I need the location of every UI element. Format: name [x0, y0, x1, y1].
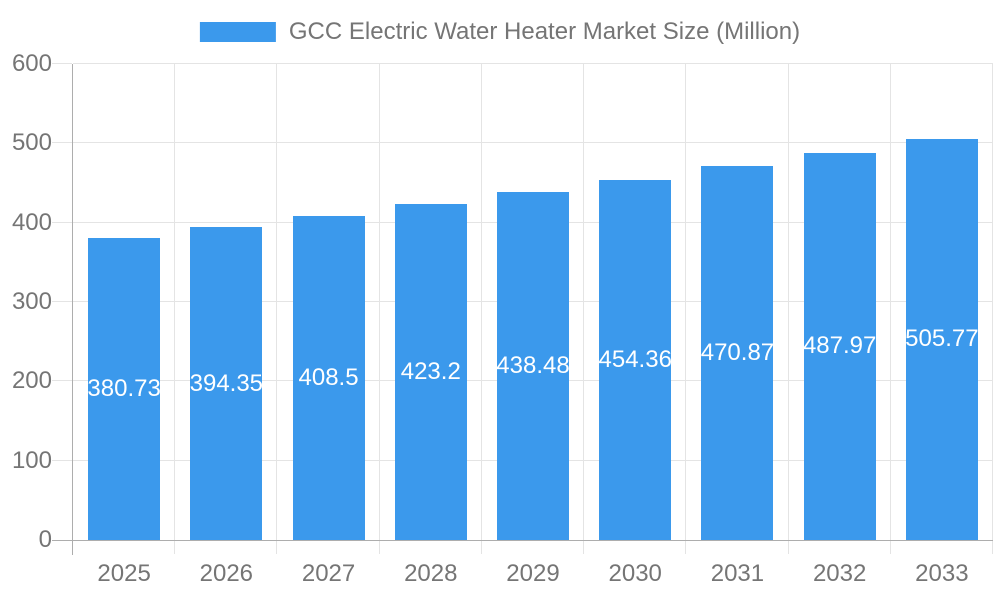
y-axis-tick	[52, 380, 72, 382]
vertical-gridline	[378, 64, 380, 540]
bar-value-label: 470.87	[700, 339, 775, 367]
vertical-gridline	[787, 64, 789, 540]
y-axis-label: 300	[11, 288, 52, 315]
bar[interactable]	[905, 138, 978, 540]
bar-value-label: 487.97	[802, 332, 877, 360]
bar-value-label: 408.5	[298, 363, 359, 391]
chart-legend[interactable]: GCC Electric Water Heater Market Size (M…	[199, 18, 801, 45]
x-axis-tick	[174, 541, 176, 554]
bar[interactable]	[394, 204, 467, 540]
bar[interactable]	[803, 152, 876, 540]
legend-label: GCC Electric Water Heater Market Size (M…	[288, 18, 801, 45]
vertical-gridline	[685, 64, 687, 540]
y-axis-label: 400	[11, 208, 52, 236]
x-axis-label: 2032	[812, 560, 867, 587]
x-axis-tick	[480, 541, 482, 554]
vertical-gridline	[174, 64, 176, 540]
x-axis-label: 2033	[915, 560, 969, 587]
x-axis-tick	[583, 541, 585, 554]
vertical-gridline	[276, 64, 278, 540]
bar[interactable]	[88, 237, 161, 540]
bar[interactable]	[599, 179, 672, 540]
horizontal-gridline	[73, 63, 993, 64]
x-axis-tick	[992, 541, 993, 554]
x-axis-label: 2029	[506, 560, 560, 587]
legend-swatch-icon	[199, 22, 276, 42]
x-axis-tick	[276, 541, 278, 554]
x-axis-label: 2025	[97, 560, 151, 587]
y-axis-label: 500	[11, 129, 52, 157]
bar-value-label: 454.36	[598, 345, 672, 373]
vertical-gridline	[480, 64, 482, 540]
y-axis-line	[72, 64, 73, 555]
bar-value-label: 505.77	[905, 325, 979, 353]
x-axis-label: 2030	[608, 560, 662, 587]
y-axis-tick	[52, 459, 72, 461]
y-axis-label: 200	[11, 367, 52, 395]
x-axis-label: 2027	[301, 560, 356, 587]
bar[interactable]	[701, 166, 774, 540]
y-axis-label: 100	[11, 446, 52, 474]
y-axis-label: 0	[38, 526, 52, 553]
x-axis-tick	[378, 541, 380, 554]
bar[interactable]	[190, 227, 263, 540]
vertical-gridline	[992, 64, 993, 540]
bar-value-label: 438.48	[496, 352, 570, 380]
x-axis-label: 2028	[404, 560, 458, 587]
x-axis-tick	[889, 541, 891, 554]
x-axis-tick	[685, 541, 687, 554]
y-axis-tick	[52, 142, 72, 144]
bar-value-label: 380.73	[87, 374, 161, 402]
y-axis-label: 600	[11, 50, 52, 77]
x-axis-line	[52, 540, 993, 541]
bar-value-label: 394.35	[189, 369, 264, 397]
horizontal-gridline	[73, 142, 993, 144]
x-axis-tick	[787, 541, 789, 554]
x-axis-label: 2026	[199, 560, 254, 587]
bar[interactable]	[497, 192, 569, 540]
bar[interactable]	[292, 215, 365, 540]
x-axis-label: 2031	[710, 560, 765, 587]
y-axis-tick	[52, 63, 72, 64]
y-axis-tick	[52, 301, 72, 302]
vertical-gridline	[583, 64, 585, 540]
vertical-gridline	[889, 64, 891, 540]
y-axis-tick	[52, 221, 72, 223]
bar-value-label: 423.2	[400, 358, 461, 386]
